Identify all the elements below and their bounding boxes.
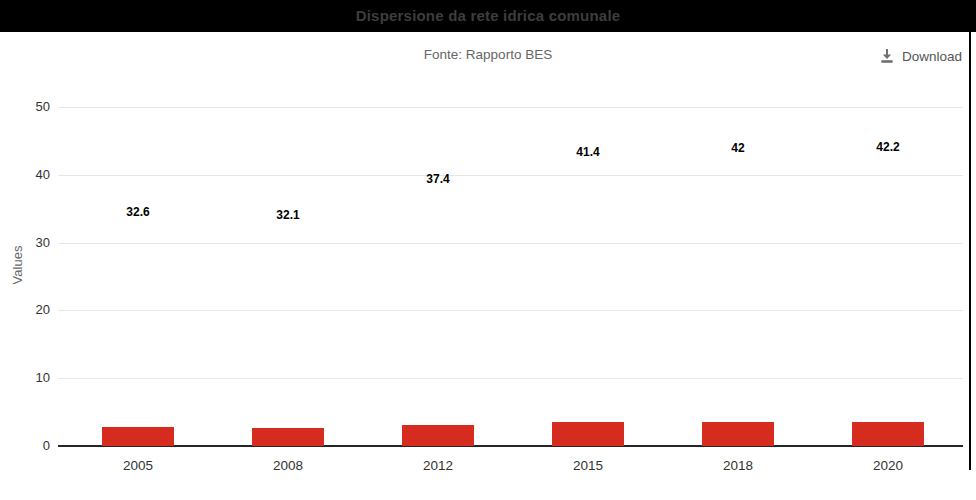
x-axis-line (58, 445, 963, 447)
y-tick-label: 20 (0, 302, 50, 317)
bar[interactable] (852, 422, 924, 446)
x-tick-label: 2015 (538, 458, 638, 473)
x-tick-label: 2012 (388, 458, 488, 473)
gridline (58, 378, 963, 379)
bar[interactable] (102, 427, 174, 446)
gridline (58, 175, 963, 176)
x-tick-label: 2018 (688, 458, 788, 473)
y-tick-label: 50 (0, 99, 50, 114)
y-tick-label: 10 (0, 370, 50, 385)
x-tick-label: 2008 (238, 458, 338, 473)
bar-value-label: 42.2 (848, 140, 928, 154)
y-tick-label: 0 (0, 438, 50, 453)
bar[interactable] (252, 428, 324, 446)
bar-value-label: 42 (698, 141, 778, 155)
bar[interactable] (402, 425, 474, 446)
y-tick-label: 30 (0, 235, 50, 250)
bar-value-label: 32.6 (98, 205, 178, 219)
bar[interactable] (552, 422, 624, 446)
bar-value-label: 41.4 (548, 145, 628, 159)
gridline (58, 107, 963, 108)
bar-value-label: 37.4 (398, 172, 478, 186)
y-tick-label: 40 (0, 167, 50, 182)
bar-value-label: 32.1 (248, 208, 328, 222)
frame-right-border (969, 32, 971, 470)
x-tick-label: 2020 (838, 458, 938, 473)
chart-widget: Dispersione da rete idrica comunale Font… (0, 0, 976, 500)
gridline (58, 310, 963, 311)
x-tick-label: 2005 (88, 458, 188, 473)
chart-plot-area: Values 0102030405032.6200532.1200837.420… (0, 0, 976, 500)
gridline (58, 243, 963, 244)
bar[interactable] (702, 422, 774, 446)
